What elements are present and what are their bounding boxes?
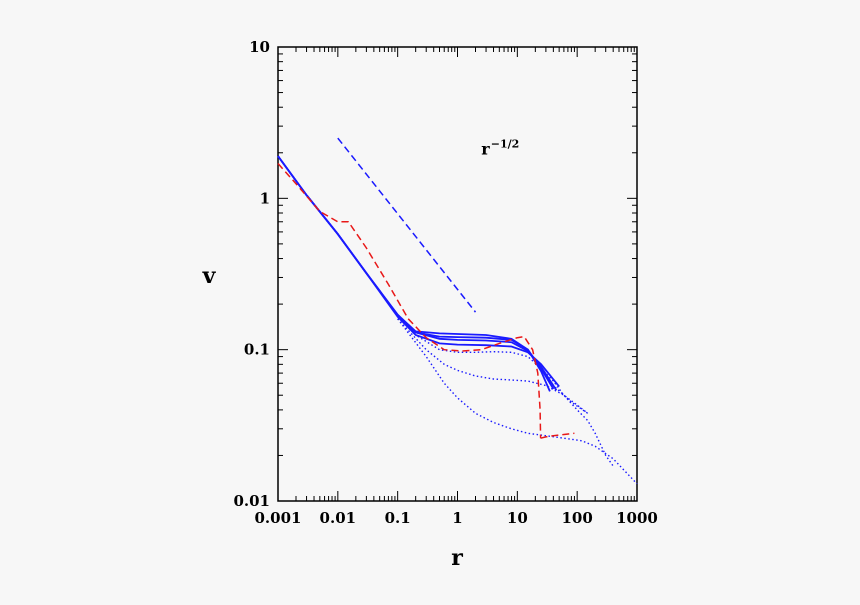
slope-annotation-exponent: −1/2 bbox=[491, 137, 520, 150]
series-line-9 bbox=[277, 163, 542, 439]
series-group bbox=[277, 137, 638, 485]
slope-annotation: r−1/2 bbox=[481, 137, 519, 158]
x-tick-label: 0.001 bbox=[255, 509, 302, 527]
x-tick-label: 0.01 bbox=[320, 509, 357, 527]
x-tick-label: 1 bbox=[452, 509, 462, 527]
series-line-11 bbox=[337, 137, 477, 313]
y-tick-label: 10 bbox=[249, 38, 270, 56]
series-line-8 bbox=[540, 368, 614, 467]
slope-annotation-base: r bbox=[481, 139, 490, 158]
x-tick-label: 10 bbox=[507, 509, 528, 527]
series-line-5 bbox=[397, 316, 589, 414]
y-tick-label: 0.01 bbox=[233, 492, 270, 510]
x-tick-label: 100 bbox=[562, 509, 593, 527]
x-tick-labels: 0.001 0.01 0.1 1 10 100 1000 bbox=[255, 509, 658, 527]
x-axis-title: r bbox=[451, 545, 463, 571]
series-line-6 bbox=[397, 318, 589, 414]
x-tick-label: 0.1 bbox=[385, 509, 411, 527]
plot-frame bbox=[277, 46, 638, 502]
series-line-2 bbox=[277, 155, 551, 392]
y-tick-label: 0.1 bbox=[244, 341, 270, 359]
series-line-10 bbox=[540, 432, 575, 439]
y-tick-label: 1 bbox=[260, 189, 270, 207]
series-line-1 bbox=[277, 155, 555, 390]
axis-ticks bbox=[278, 47, 637, 501]
series-line-3 bbox=[277, 155, 560, 388]
y-tick-labels: 0.01 0.1 1 10 bbox=[233, 38, 270, 510]
x-tick-label: 1000 bbox=[616, 509, 658, 527]
y-axis-title: v bbox=[202, 263, 217, 289]
series-line-4 bbox=[277, 155, 558, 391]
